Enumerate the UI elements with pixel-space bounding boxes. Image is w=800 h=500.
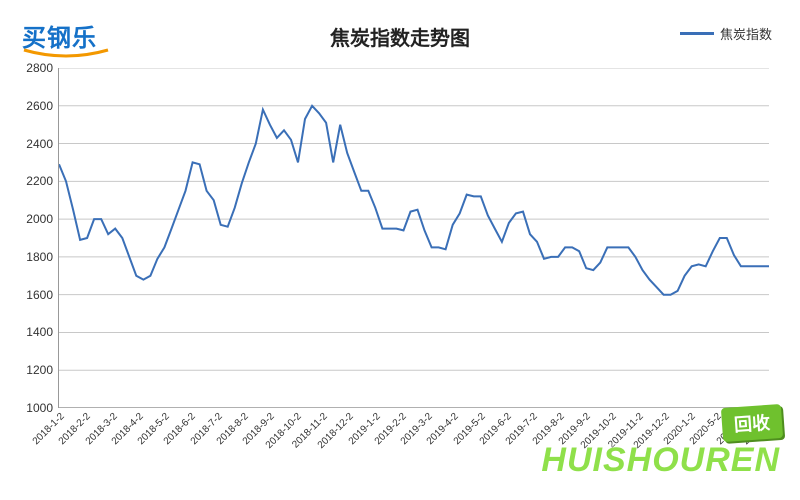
plot-area: 1000120014001600180020002200240026002800… [58,68,768,408]
legend-swatch [680,32,714,35]
legend-label: 焦炭指数 [720,24,772,43]
y-tick-label: 2400 [26,137,53,151]
y-tick-label: 2600 [26,99,53,113]
y-tick-label: 1000 [26,401,53,415]
y-tick-label: 1400 [26,325,53,339]
y-tick-label: 2200 [26,174,53,188]
y-tick-label: 1800 [26,250,53,264]
y-tick-label: 2800 [26,61,53,75]
watermark-text: HUISHOUREN [541,441,780,480]
series-line [59,106,769,295]
y-tick-label: 1600 [26,288,53,302]
chart-container: 买钢乐 焦炭指数走势图 焦炭指数 10001200140016001800200… [0,0,800,500]
y-tick-label: 1200 [26,363,53,377]
legend: 焦炭指数 [680,24,772,43]
watermark-main: HUISHOUREN [541,441,780,479]
watermark-badge: 回收 [721,404,783,442]
y-tick-label: 2000 [26,212,53,226]
